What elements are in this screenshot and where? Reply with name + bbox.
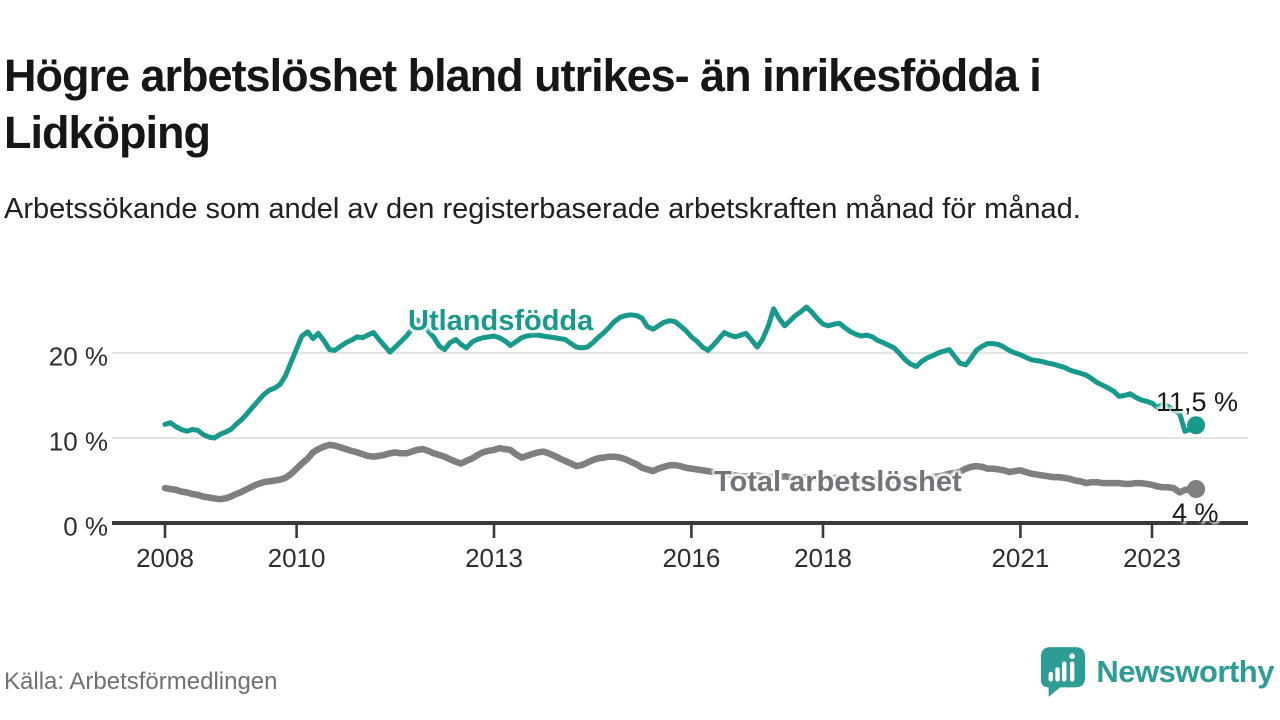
y-tick-label: 0 % [63, 511, 108, 542]
bar-2 [1055, 667, 1061, 682]
x-tick-label: 2021 [991, 543, 1050, 573]
x-tick-label: 2008 [136, 543, 194, 573]
series-line-utlandsfodda [162, 304, 1199, 441]
y-tick-label: 20 % [48, 341, 108, 372]
page-title: Högre arbetslöshet bland utrikes- än inr… [4, 50, 1042, 158]
source-note: Källa: Arbetsförmedlingen [4, 668, 278, 695]
series-label-utlandsfodda: Utlandsfödda [408, 305, 594, 337]
bar-3 [1062, 661, 1067, 682]
bar-1 [1049, 672, 1054, 682]
newsworthy-brand: Newsworthy [1040, 646, 1274, 698]
end-value-label-utlandsfodda: 11,5 % [1156, 387, 1239, 417]
y-tick-label: 10 % [48, 426, 108, 457]
x-tick-label: 2018 [794, 543, 852, 573]
x-tick-label: 2016 [662, 543, 721, 573]
x-tick-label: 2010 [267, 543, 326, 573]
exclamation-bar [1070, 661, 1075, 682]
exclamation-dot [1069, 653, 1076, 659]
newsworthy-wordmark: Newsworthy [1096, 654, 1274, 689]
series-line-total-arbetsloshet [161, 441, 1200, 503]
x-tick-label: 2023 [1123, 543, 1181, 573]
newsworthy-chart-bubble-icon [1041, 647, 1086, 697]
series-end-dot-total-arbetsloshet [1187, 480, 1206, 498]
series-label-total-arbetsloshet: Total arbetslöshet [714, 466, 962, 498]
series-end-dot-utlandsfodda [1187, 416, 1206, 435]
end-value-label-total-arbetsloshet: 4 % [1172, 498, 1219, 528]
x-tick-label: 2013 [465, 543, 523, 573]
page-subtitle: Arbetssökande som andel av den registerb… [4, 193, 1081, 225]
